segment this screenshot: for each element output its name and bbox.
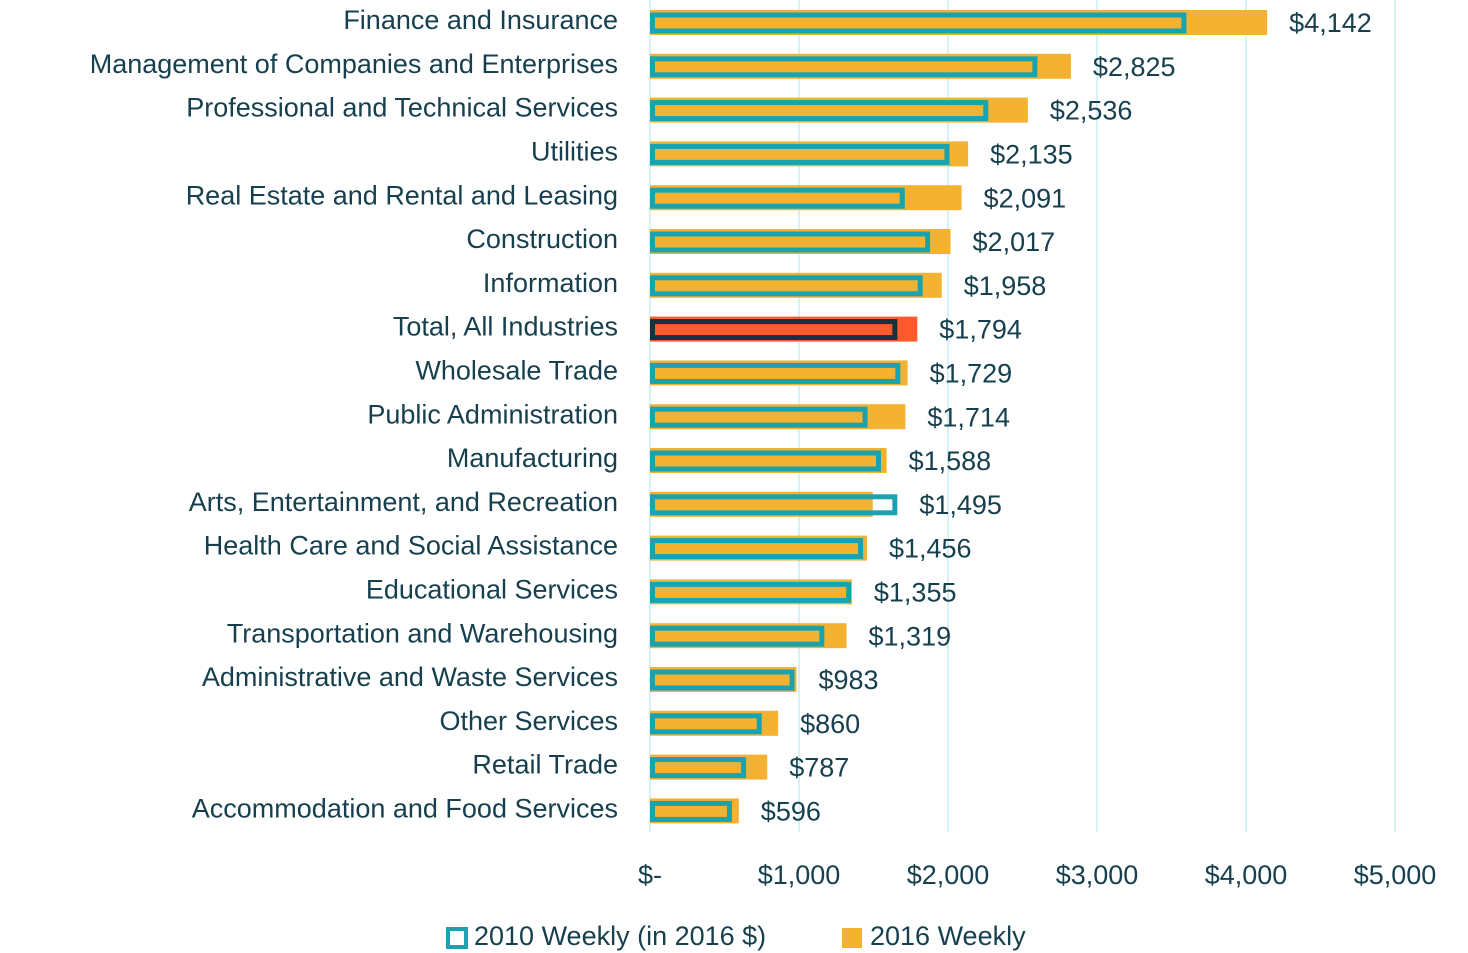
data-label: $2,135	[990, 140, 1073, 170]
y-tick-label: Public Administration	[367, 399, 618, 429]
bar-outline	[650, 231, 931, 253]
data-label: $1,794	[939, 315, 1022, 345]
legend-swatch	[446, 927, 468, 949]
y-tick-label: Finance and Insurance	[343, 5, 618, 35]
bar-outline	[650, 187, 905, 209]
y-tick-label: Total, All Industries	[393, 312, 618, 342]
data-label: $983	[818, 665, 878, 695]
y-tick-label: Construction	[466, 224, 618, 254]
data-label: $2,825	[1093, 52, 1176, 82]
legend-label: 2016 Weekly	[870, 921, 1026, 951]
bar-outline	[650, 757, 747, 779]
data-label: $860	[800, 709, 860, 739]
y-tick-label: Administrative and Waste Services	[202, 662, 618, 692]
x-tick-label: $4,000	[1205, 860, 1288, 890]
x-tick-label: $3,000	[1056, 860, 1139, 890]
y-tick-label: Educational Services	[366, 575, 618, 605]
bar-outline	[650, 494, 898, 516]
bar-outline	[650, 581, 852, 603]
data-label: $787	[789, 753, 849, 783]
legend-label: 2010 Weekly (in 2016 $)	[474, 921, 766, 951]
bar-outline	[650, 713, 762, 735]
bar-outline	[650, 275, 923, 297]
data-label: $1,355	[874, 578, 957, 608]
x-tick-label: $5,000	[1354, 860, 1437, 890]
data-label: $2,091	[984, 183, 1067, 213]
data-label: $1,714	[927, 402, 1010, 432]
y-tick-label: Accommodation and Food Services	[192, 794, 618, 824]
bar-outline	[650, 12, 1187, 34]
y-tick-label: Retail Trade	[472, 750, 618, 780]
x-tick-label: $-	[638, 860, 662, 890]
data-label: $1,319	[869, 621, 952, 651]
data-label: $596	[761, 797, 821, 827]
y-tick-label: Manufacturing	[447, 443, 618, 473]
y-tick-label: Arts, Entertainment, and Recreation	[189, 487, 618, 517]
bar-outline	[650, 143, 950, 165]
bar-outline	[650, 406, 868, 428]
data-label: $1,958	[964, 271, 1047, 301]
data-label: $4,142	[1289, 8, 1372, 38]
bar-outline	[650, 800, 732, 822]
bar-outline	[650, 538, 864, 560]
bar-outline	[650, 450, 881, 472]
data-label: $1,588	[909, 446, 992, 476]
y-tick-label: Management of Companies and Enterprises	[90, 49, 618, 79]
data-label: $2,536	[1050, 96, 1133, 126]
y-tick-label: Transportation and Warehousing	[227, 618, 618, 648]
bar-outline	[650, 319, 898, 341]
data-label: $1,456	[889, 534, 972, 564]
y-tick-label: Real Estate and Rental and Leasing	[186, 180, 618, 210]
y-tick-label: Wholesale Trade	[415, 356, 618, 386]
bar-outline	[650, 669, 795, 691]
data-label: $1,495	[919, 490, 1002, 520]
bar-outline	[650, 362, 901, 384]
data-label: $1,729	[930, 359, 1013, 389]
bar-outline	[650, 625, 825, 647]
x-tick-label: $2,000	[907, 860, 990, 890]
legend-swatch	[842, 928, 862, 948]
y-tick-label: Information	[483, 268, 618, 298]
bar-outline	[650, 56, 1038, 78]
data-label: $2,017	[973, 227, 1056, 257]
y-tick-label: Other Services	[439, 706, 618, 736]
y-tick-label: Professional and Technical Services	[186, 93, 618, 123]
y-tick-label: Health Care and Social Assistance	[204, 531, 618, 561]
x-tick-label: $1,000	[758, 860, 841, 890]
y-tick-label: Utilities	[531, 137, 618, 167]
bar-outline	[650, 100, 989, 122]
